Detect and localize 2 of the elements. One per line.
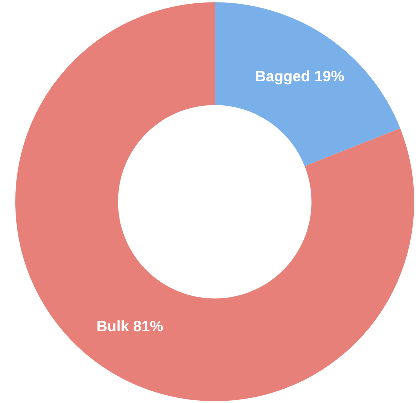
slice-label: Bulk 81%: [96, 318, 164, 336]
slice-label: Bagged 19%: [255, 68, 345, 86]
